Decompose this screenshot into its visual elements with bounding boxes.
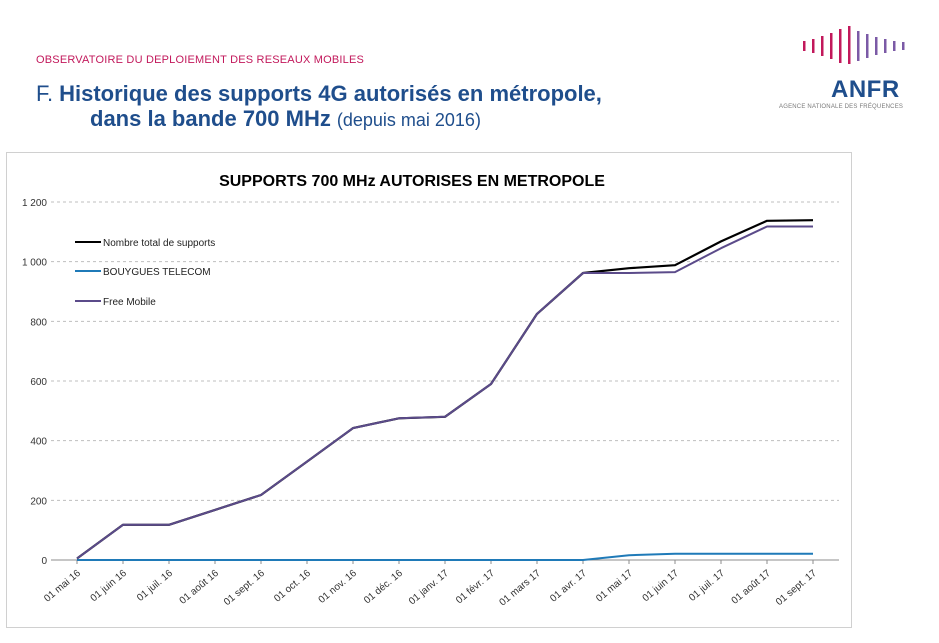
y-tick-label: 200 [30, 496, 47, 507]
page-title-band: dans la bande 700 MHz [90, 106, 331, 131]
page-title-suffix: (depuis mai 2016) [336, 110, 481, 130]
chart-frame: SUPPORTS 700 MHz AUTORISES EN METROPOLE … [6, 152, 852, 628]
y-tick-label: 400 [30, 437, 47, 448]
x-tick-label: 01 mai 16 [42, 568, 83, 605]
x-tick-label: 01 déc. 16 [362, 568, 405, 607]
x-tick-label: 01 sept. 16 [222, 568, 267, 609]
observatory-kicker: OBSERVATOIRE DU DEPLOIEMENT DES RESEAUX … [36, 54, 365, 66]
y-tick-label: 600 [30, 377, 47, 388]
logo-bar [812, 39, 815, 53]
chart-title: SUPPORTS 700 MHz AUTORISES EN METROPOLE [219, 173, 605, 190]
x-tick-label: 01 nov. 16 [317, 568, 360, 606]
x-tick-label: 01 août 16 [178, 568, 222, 607]
x-tick-label: 01 août 17 [730, 568, 774, 607]
x-tick-label: 01 févr. 17 [454, 568, 497, 607]
legend-label: BOUYGUES TELECOM [103, 267, 211, 278]
waveform-logo-icon [803, 26, 905, 64]
x-tick-label: 01 oct. 16 [272, 568, 313, 605]
x-tick-label: 01 avr. 17 [548, 568, 589, 605]
page-title-line-1: F. Historique des supports 4G autorisés e… [36, 82, 602, 106]
series-line-1 [77, 552, 813, 561]
page-title-main: Historique des supports 4G autorisés en … [59, 81, 602, 106]
y-tick-label: 0 [41, 556, 47, 567]
logo-bar [830, 33, 833, 59]
logo-bar [803, 41, 806, 51]
page-title-line-2: dans la bande 700 MHz (depuis mai 2016) [90, 107, 481, 132]
logo-bar [893, 41, 896, 51]
logo-bar [821, 36, 824, 56]
logo-bar [866, 34, 869, 58]
anfr-logo: ANFR AGENCE NATIONALE DES FRÉQUENCES [721, 24, 921, 128]
x-tick-label: 01 juin 16 [89, 568, 130, 605]
x-tick-label: 01 juil. 17 [687, 568, 727, 604]
x-tick-label: 01 juil. 16 [135, 568, 175, 604]
x-tick-label: 01 juin 17 [641, 568, 682, 605]
logo-bar [848, 26, 851, 64]
x-tick-label: 01 sept. 17 [774, 568, 819, 609]
legend-label: Free Mobile [103, 297, 156, 308]
section-letter: F. [36, 81, 54, 106]
logo-brand: ANFR [831, 76, 900, 103]
line-chart: SUPPORTS 700 MHz AUTORISES EN METROPOLE … [22, 173, 839, 609]
logo-subtitle: AGENCE NATIONALE DES FRÉQUENCES [779, 104, 904, 110]
x-tick-label: 01 janv. 17 [407, 568, 451, 608]
logo-bar [884, 39, 887, 53]
y-tick-label: 800 [30, 317, 47, 328]
x-tick-label: 01 mai 17 [594, 568, 635, 605]
logo-bar [857, 31, 860, 61]
legend-label: Nombre total de supports [103, 238, 215, 249]
logo-bar [839, 29, 842, 63]
y-tick-label: 1 200 [22, 198, 47, 209]
logo-bar [875, 37, 878, 55]
x-tick-label: 01 mars 17 [498, 568, 544, 609]
y-tick-label: 1 000 [22, 258, 47, 269]
logo-bar [902, 42, 905, 50]
